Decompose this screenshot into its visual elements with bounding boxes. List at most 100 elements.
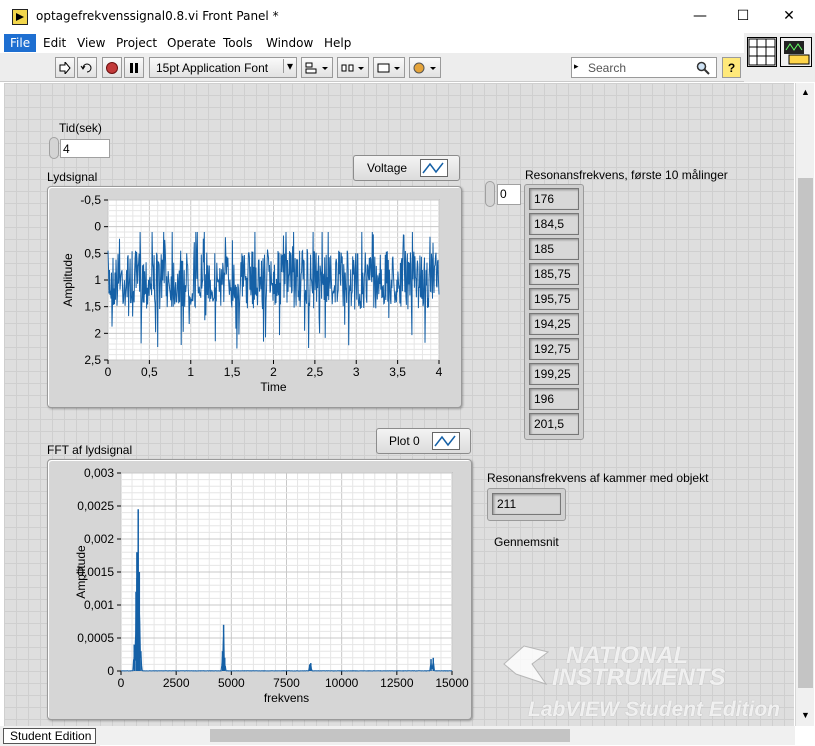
- run-continuously-icon[interactable]: [77, 57, 97, 78]
- tid-increment-decrement[interactable]: [49, 137, 59, 159]
- chevron-down-icon: ▾: [282, 59, 293, 73]
- resize-objects-icon[interactable]: [373, 57, 405, 78]
- search-arrow-icon: ▸: [574, 61, 579, 71]
- y-tick-label: 2: [94, 326, 101, 340]
- x-tick-label: 1: [187, 365, 194, 379]
- reorder-icon[interactable]: [409, 57, 441, 78]
- window-title: optagefrekvenssignal0.8.vi Front Panel *: [36, 9, 279, 23]
- menu-help[interactable]: Help: [324, 36, 352, 50]
- y-tick-label: 2,5: [84, 353, 101, 367]
- array-element: 196: [529, 388, 579, 410]
- font-dropdown-label: 15pt Application Font: [156, 60, 269, 75]
- align-objects-icon[interactable]: [301, 57, 333, 78]
- x-tick-label: 0,5: [141, 365, 158, 379]
- array-element: 176: [529, 188, 579, 210]
- line-plot-icon: [420, 159, 448, 177]
- x-tick-label: 1,5: [224, 365, 241, 379]
- minimize-button[interactable]: —: [693, 8, 707, 24]
- x-tick-label: 4: [436, 365, 443, 379]
- vertical-scrollbar[interactable]: ▲ ▼: [795, 83, 814, 726]
- vertical-scroll-thumb[interactable]: [798, 178, 813, 688]
- watermark-line1: NATIONAL: [566, 642, 689, 669]
- menu-window[interactable]: Window: [266, 36, 314, 50]
- lydsignal-chart-title: Lydsignal: [47, 170, 98, 184]
- vi-icon[interactable]: [780, 37, 812, 67]
- legend-plot0-label: Plot 0: [389, 434, 420, 448]
- labview-vi-icon: [12, 9, 28, 25]
- x-tick-label: 2: [270, 365, 277, 379]
- fft-chart-title: FFT af lydsignal: [47, 443, 133, 457]
- toolbar: 15pt Application Font ▾ ▸ Search ?: [0, 53, 744, 82]
- y-tick-label: -0,5: [80, 193, 101, 207]
- x-tick-label: 12500: [380, 676, 414, 690]
- plot0-legend[interactable]: Plot 0: [376, 428, 471, 454]
- close-button[interactable]: ✕: [783, 8, 795, 24]
- y-tick-label: 0,0025: [77, 499, 114, 513]
- x-tick-label: 7500: [273, 676, 300, 690]
- tid-numeric-input[interactable]: 4: [60, 139, 110, 158]
- array-index-spinner[interactable]: [485, 181, 495, 207]
- array-element: 185,75: [529, 263, 579, 285]
- ni-watermark: NATIONAL INSTRUMENTS LabVIEW Student Edi…: [500, 640, 800, 724]
- tid-label: Tid(sek): [59, 121, 102, 135]
- object-label: Resonansfrekvens af kammer med objekt: [487, 471, 709, 485]
- x-tick-label: 3: [353, 365, 360, 379]
- menu-edit[interactable]: Edit: [43, 36, 67, 50]
- object-value: 211: [492, 493, 561, 515]
- y-tick-label: 0,5: [84, 246, 101, 260]
- voltage-series-line: [107, 231, 440, 349]
- title-bar: optagefrekvenssignal0.8.vi Front Panel *…: [0, 0, 815, 33]
- watermark-line3: LabVIEW Student Edition: [528, 698, 780, 721]
- x-tick-label: 0: [105, 365, 112, 379]
- distribute-objects-icon[interactable]: [337, 57, 369, 78]
- y-tick-label: 1: [94, 273, 101, 287]
- maximize-button[interactable]: ☐: [736, 8, 750, 24]
- status-bar: Student Edition: [0, 726, 100, 746]
- x-tick-label: 5000: [218, 676, 245, 690]
- student-edition-badge: Student Edition: [3, 728, 96, 744]
- search-icon[interactable]: [696, 61, 710, 75]
- y-tick-label: 0: [94, 220, 101, 234]
- voltage-plot-legend[interactable]: Voltage: [353, 155, 460, 181]
- array-element: 185: [529, 238, 579, 260]
- fft-chart[interactable]: 0 2500 5000 7500 10000 12500 15000 0,003 0,0025 0…: [47, 459, 472, 720]
- y-axis-label: Amplitude: [74, 545, 88, 599]
- pause-icon[interactable]: [124, 57, 144, 78]
- font-dropdown[interactable]: 15pt Application Font ▾: [149, 57, 297, 78]
- horizontal-scrollbar[interactable]: [100, 726, 795, 745]
- y-tick-label: 0,0015: [77, 565, 114, 579]
- menu-tools[interactable]: Tools: [223, 36, 253, 50]
- array-element: 192,75: [529, 338, 579, 360]
- search-placeholder: Search: [588, 61, 627, 75]
- menu-operate[interactable]: Operate: [167, 36, 216, 50]
- menu-file[interactable]: File: [4, 34, 37, 52]
- scroll-down-icon[interactable]: ▼: [801, 710, 810, 720]
- x-tick-label: 2,5: [307, 365, 324, 379]
- ni-eagle-logo-icon: [503, 645, 550, 685]
- search-field[interactable]: ▸ Search: [571, 57, 717, 78]
- x-axis-label: Time: [260, 380, 287, 394]
- menu-project[interactable]: Project: [116, 36, 158, 50]
- x-tick-label: 2500: [163, 676, 190, 690]
- array-element: 201,5: [529, 413, 579, 435]
- x-tick-label: 3,5: [389, 365, 406, 379]
- horizontal-scroll-thumb[interactable]: [210, 729, 570, 742]
- y-tick-label: 0,002: [84, 532, 114, 546]
- array-element: 195,75: [529, 288, 579, 310]
- context-help-button[interactable]: ?: [722, 57, 741, 78]
- x-axis-label: frekvens: [264, 691, 309, 705]
- menu-view[interactable]: View: [77, 36, 106, 50]
- y-tick-label: 1,5: [84, 300, 101, 314]
- x-tick-label: 10000: [325, 676, 359, 690]
- vi-icon-panel: [744, 33, 815, 82]
- abort-stop-icon[interactable]: [102, 57, 122, 78]
- menu-bar: File Edit View Project Operate Tools Win…: [0, 33, 744, 53]
- array-index-input[interactable]: 0: [497, 184, 521, 205]
- lydsignal-chart[interactable]: 0 0,5 1 1,5 2 2,5 3 3,5 4 -0,5 0 0,5 1 1,5 2 2,5 Time Amp…: [47, 186, 462, 408]
- y-axis-label: Amplitude: [61, 253, 75, 307]
- array-element: 199,25: [529, 363, 579, 385]
- scroll-up-icon[interactable]: ▲: [801, 87, 810, 97]
- run-arrow-icon[interactable]: [55, 57, 75, 78]
- array-element: 184,5: [529, 213, 579, 235]
- connector-pane-icon[interactable]: [747, 37, 777, 67]
